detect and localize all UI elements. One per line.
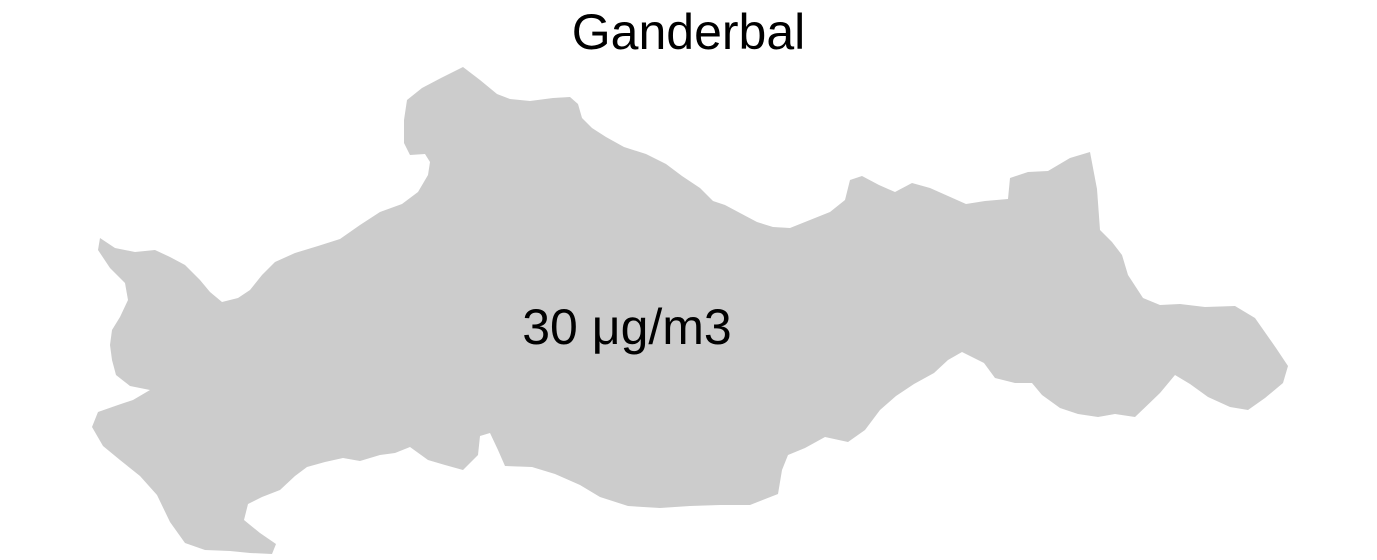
district-region xyxy=(92,67,1288,554)
map-title: Ganderbal xyxy=(571,4,806,60)
value-label: 30 μg/m3 xyxy=(522,299,731,355)
